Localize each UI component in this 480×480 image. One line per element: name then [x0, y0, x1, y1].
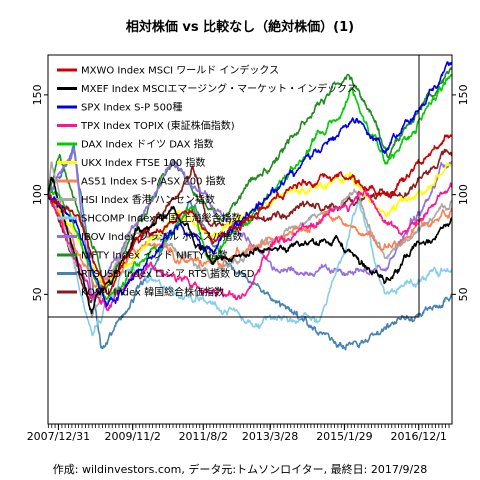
y-tick-label-left-3: 150	[31, 84, 44, 105]
y-tick-label-left-1: 50	[31, 287, 44, 301]
series-line-8	[47, 161, 453, 318]
chart-footer: 作成: wildinvestors.com, データ元:トムソンロイター, 最終…	[53, 462, 427, 476]
x-tick-label-5: 2015/1/29	[316, 430, 372, 443]
y-tick-label-right-2: 100	[457, 184, 470, 205]
legend-label-2: MXEF Index MSCIエマージング・マーケット・インデックス	[81, 82, 357, 95]
series-line-4	[47, 182, 453, 312]
legend-label-7: AS51 Index S-P/ASX 200 指数	[81, 175, 226, 188]
legend-label-10: IBOV Index ブラジル ボベスパ指数	[81, 230, 242, 243]
legend-label-6: UKX Index FTSE 100 指数	[81, 156, 205, 169]
series-line-11	[47, 67, 453, 289]
x-tick-label-6: 2016/12/1	[391, 430, 447, 443]
legend-label-4: TPX Index TOPIX (東証株価指数)	[80, 119, 235, 132]
x-tick-label-2: 2009/11/2	[105, 430, 161, 443]
legend-label-12: RTSUSD Index ロシア RTS 指数 USD	[81, 267, 255, 280]
y-axis-left: 50 100 150	[31, 84, 48, 301]
x-tick-label-1: 2007/12/31	[27, 430, 90, 443]
series-line-5	[47, 74, 453, 300]
legend-label-3: SPX Index S-P 500種	[81, 101, 182, 114]
series-line-12	[47, 144, 453, 351]
series-line-1	[47, 134, 453, 295]
x-tick-label-4: 2013/3/28	[242, 430, 298, 443]
legend-label-1: MXWO Index MSCI ワールド インデックス	[81, 64, 279, 77]
y-axis-right: 50 100 150	[452, 84, 470, 301]
legend-label-8: HSI Index 香港 ハンセン指数	[81, 193, 215, 206]
x-axis: 2007/12/31 2009/11/2 2011/8/2 2013/3/28 2015…	[27, 424, 450, 443]
legend-label-9: SHCOMP Index 中国 上海総合指数	[81, 212, 241, 225]
legend: MXWO Index MSCI ワールド インデックス MXEF Index MS…	[57, 64, 357, 299]
y-tick-label-right-3: 150	[457, 84, 470, 105]
legend-label-13: KOSPI Index 韓国総合株価指数	[81, 286, 224, 299]
series-line-10	[47, 148, 453, 301]
x-tick-label-3: 2011/8/2	[179, 430, 228, 443]
legend-label-11: NIFTY Index インド NIFTY 指数	[81, 249, 228, 262]
series-layer	[47, 61, 453, 351]
y-tick-label-right-1: 50	[457, 287, 470, 301]
series-line-3	[47, 61, 453, 308]
series-line-2	[47, 176, 453, 315]
y-tick-label-left-2: 100	[31, 184, 44, 205]
chart-title: 相対株価 vs 比較なし（絶対株価）(1)	[126, 19, 354, 35]
legend-label-5: DAX Index ドイツ DAX 指数	[81, 138, 214, 151]
